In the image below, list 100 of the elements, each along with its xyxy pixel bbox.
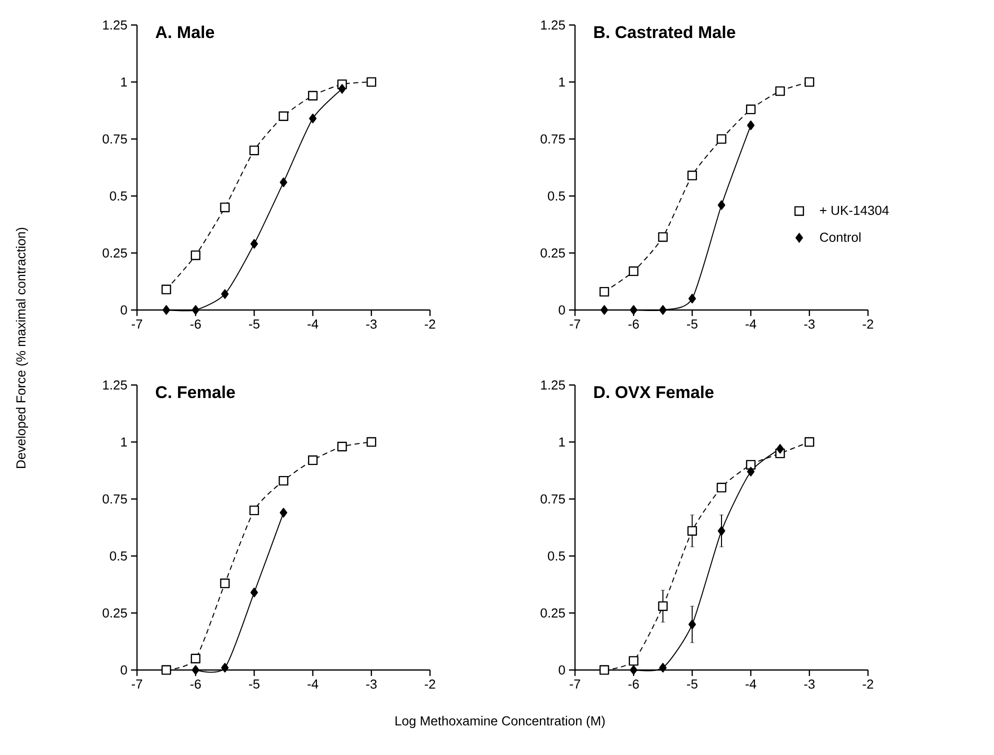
y-tick-label: 0.25 [102,608,127,618]
x-tick-label: -5 [249,680,260,689]
point [309,114,317,124]
x-tick-label: -2 [424,680,436,689]
point [249,146,260,156]
x-tick-label: -6 [628,320,639,329]
y-axis-title: Developed Force (% maximal contraction) [16,228,28,468]
y-tick-label: 1.25 [103,380,127,390]
y-tick-label: 1.25 [541,380,565,390]
point [221,662,229,673]
point [366,437,376,447]
x-axis-title: Log Methoxamine Concentration (M) [396,716,605,728]
x-tick-label: -6 [628,680,639,689]
point [600,665,610,675]
point [716,134,726,144]
point [746,460,756,470]
point [162,284,172,294]
x-tick-label: -4 [308,320,318,328]
point [688,620,696,630]
x-tick-label: -4 [746,320,756,328]
x-tick-label: -3 [366,680,377,689]
point [366,77,376,87]
point [658,232,668,242]
point [162,665,172,675]
chart-title: A. Male [156,26,214,38]
point [659,662,667,673]
x-tick-label: -5 [687,320,698,329]
point [192,305,200,315]
point [600,305,608,315]
point [308,455,318,466]
legend-label: + UK-14304 [820,206,889,215]
y-tick-label: 0 [120,665,127,675]
point [716,482,726,492]
point [747,466,755,476]
x-tick-label: -5 [249,320,260,329]
x-tick-label: -6 [190,680,201,689]
point [190,654,200,664]
x-tick-label: -7 [132,680,142,688]
point [687,170,697,180]
x-tick-label: -4 [308,680,318,688]
point [628,266,638,276]
point [162,305,170,315]
point [776,444,784,454]
point [220,578,230,588]
y-tick-label: 0.5 [548,191,565,201]
x-tick-label: -7 [570,320,580,328]
y-tick-label: 0.75 [102,134,127,144]
x-tick-label: -7 [132,320,142,328]
x-tick-label: -5 [687,680,698,689]
legend-label: Control [820,232,860,242]
y-tick-label: 0.5 [110,551,127,561]
y-tick-label: 1 [559,78,565,86]
point [221,289,229,299]
point [280,178,288,188]
point [308,90,318,100]
point [746,104,756,114]
y-tick-label: 0 [120,305,127,315]
y-tick-label: 0.75 [102,494,127,504]
point [278,111,288,121]
point [600,286,610,297]
y-tick-label: 1.25 [541,20,565,30]
point [278,476,288,486]
point [688,294,696,304]
y-tick-label: 0.25 [102,248,127,258]
chart-title: B. Castrated Male [594,26,736,38]
point [337,442,347,452]
x-tick-label: -4 [746,680,756,688]
y-tick-label: 1 [121,438,127,446]
point [775,86,785,96]
chart-title: D. OVX Female [594,386,714,398]
y-tick-label: 0 [558,305,565,315]
x-tick-label: -6 [190,320,201,329]
x-tick-label: -2 [862,680,874,689]
point [804,77,814,87]
y-tick-label: 0 [558,665,565,675]
point [630,305,638,315]
point [659,305,667,315]
x-tick-label: -2 [424,320,436,329]
point [747,120,755,130]
point [718,200,726,210]
y-tick-label: 1 [121,78,127,86]
y-tick-label: 1 [559,438,565,446]
point [338,84,346,94]
point [630,665,638,675]
point [190,250,200,260]
point [804,437,814,447]
point [192,665,200,675]
y-tick-label: 0.5 [110,191,127,201]
point [249,506,260,516]
point [718,526,726,536]
x-tick-label: -2 [862,320,874,329]
point [250,239,258,249]
x-tick-label: -3 [804,680,815,689]
x-tick-label: -7 [570,680,580,688]
point [220,202,230,212]
y-tick-label: 0.25 [540,608,565,618]
chart-title: C. Female [156,386,235,398]
y-tick-label: 1.25 [103,20,127,30]
y-tick-label: 0.25 [540,248,565,258]
point [250,588,258,598]
